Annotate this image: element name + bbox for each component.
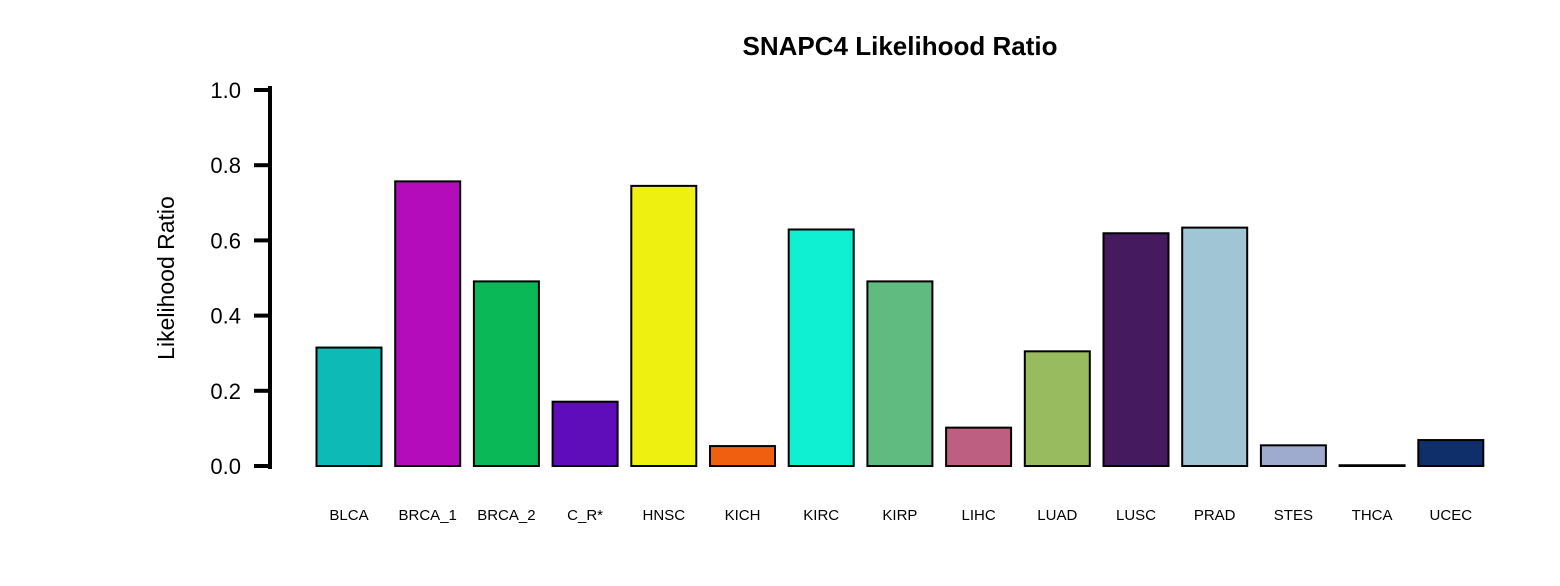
x-tick-label: BLCA [329, 507, 368, 524]
x-tick-label: KICH [725, 507, 761, 524]
x-tick-label: C_R* [567, 507, 603, 524]
bar-brca-2 [472, 280, 540, 467]
x-tick-label: LUAD [1037, 507, 1077, 524]
bar-lusc [1102, 232, 1170, 467]
bar-luad [1023, 350, 1091, 468]
x-tick-label: STES [1274, 507, 1313, 524]
bar-kirc [787, 228, 855, 467]
y-tick-label: 0.2 [210, 379, 241, 404]
x-tick-label: LUSC [1116, 507, 1156, 524]
x-tick-label: HNSC [643, 507, 686, 524]
x-tick-label: BRCA_1 [399, 507, 457, 524]
y-tick-label: 0.0 [210, 454, 241, 479]
x-tick-label: THCA [1352, 507, 1393, 524]
bar-c-r- [551, 400, 619, 468]
bar-brca-1 [394, 180, 462, 467]
x-tick-label: KIRP [882, 507, 917, 524]
bar-lihc [945, 426, 1013, 468]
bar-stes [1259, 444, 1327, 468]
x-axis-tick-labels: BLCA BRCA_1 BRCA_2 C_R* HNSC KICH KIRC KIRP LIHC… [329, 507, 1472, 524]
x-tick-label: UCEC [1430, 507, 1473, 524]
y-tick-label: 1.0 [210, 78, 241, 103]
bar-hnsc [630, 184, 698, 467]
x-tick-label: KIRC [803, 507, 839, 524]
bar-kirp [866, 280, 934, 467]
chart-title: SNAPC4 Likelihood Ratio [743, 31, 1058, 61]
y-tick-label: 0.4 [210, 304, 241, 329]
y-tick-label: 0.8 [210, 153, 241, 178]
x-tick-label: PRAD [1194, 507, 1236, 524]
y-axis-label: Likelihood Ratio [153, 196, 179, 360]
bar-ucec [1417, 439, 1485, 467]
bar-prad [1181, 226, 1249, 467]
bar-kich [709, 445, 776, 467]
y-tick-label: 0.6 [210, 228, 241, 253]
y-axis-ticks: 0.0 0.2 0.4 0.6 0.8 1.0 [210, 78, 270, 479]
bar-blca [315, 346, 383, 467]
bars-group [315, 180, 1485, 468]
bar-thca [1338, 464, 1406, 467]
x-tick-label: LIHC [962, 507, 996, 524]
x-tick-label: BRCA_2 [477, 507, 535, 524]
